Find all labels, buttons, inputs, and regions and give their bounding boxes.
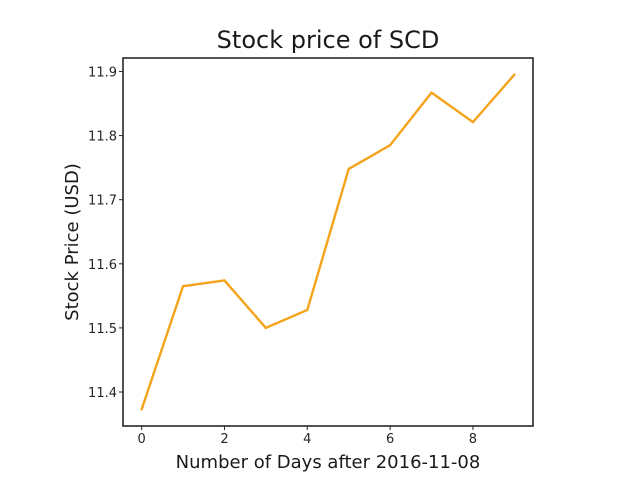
data-point <box>347 167 350 171</box>
data-point <box>306 308 309 312</box>
series-layer <box>140 73 516 411</box>
x-tick-label: 0 <box>137 432 145 447</box>
data-point <box>471 120 475 124</box>
y-tick-label: 11.9 <box>88 65 117 80</box>
x-axis-ticks: 0 2 4 6 8 <box>137 426 477 447</box>
data-point <box>430 91 433 94</box>
x-tick-label: 4 <box>303 432 311 447</box>
data-point <box>513 73 516 76</box>
x-tick-label: 2 <box>220 432 228 447</box>
chart-title: Stock price of SCD <box>217 26 440 54</box>
x-tick-label: 6 <box>386 432 394 447</box>
y-tick-label: 11.7 <box>88 194 117 209</box>
x-axis-label: Number of Days after 2016-11-08 <box>176 452 481 473</box>
data-point <box>264 326 268 330</box>
y-tick-label: 11.4 <box>88 386 117 401</box>
y-tick-label: 11.6 <box>88 258 117 273</box>
data-point <box>388 143 392 147</box>
y-tick-label: 11.5 <box>88 322 117 337</box>
data-point <box>223 279 226 282</box>
y-axis-ticks: 11.4 11.5 11.6 11.7 11.8 11.9 <box>88 65 123 401</box>
plot-area-frame <box>122 57 534 427</box>
data-point <box>181 285 185 288</box>
y-axis-label: Stock Price (USD) <box>62 163 83 321</box>
series-line <box>140 73 516 411</box>
y-tick-label: 11.8 <box>88 130 117 145</box>
data-point <box>140 408 143 411</box>
x-tick-label: 8 <box>469 432 477 447</box>
